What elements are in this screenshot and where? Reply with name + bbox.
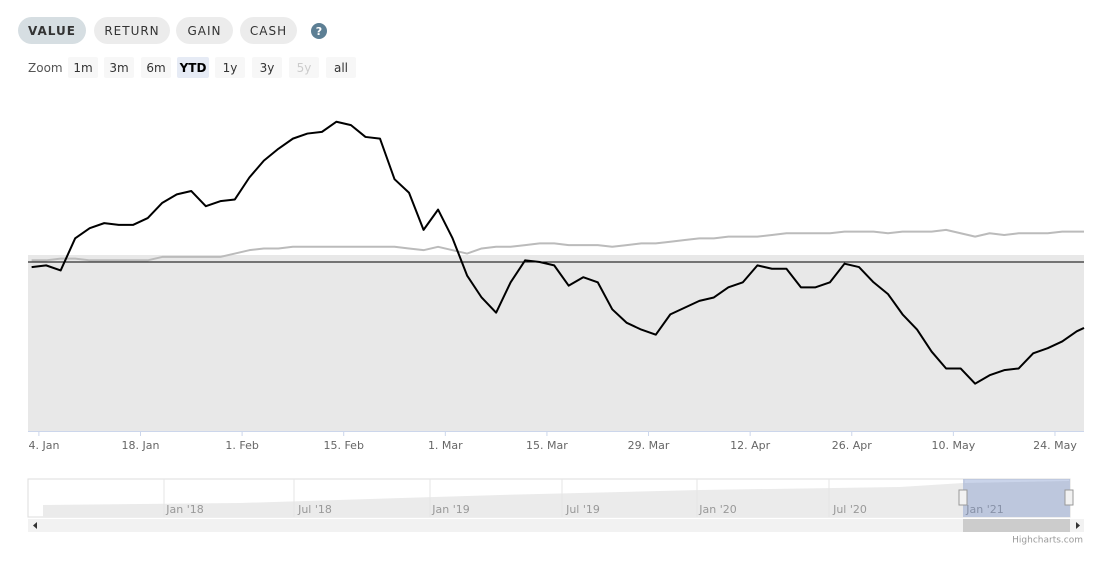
x-tick-label: 18. Jan (122, 439, 160, 452)
navigator-label: Jan '20 (698, 503, 736, 516)
range-button: 5y (289, 57, 319, 78)
navigator-selection (963, 479, 1070, 517)
tab-button[interactable]: VALUE (18, 17, 86, 44)
navigator-label: Jul '19 (565, 503, 600, 516)
x-tick-label: 24. May (1033, 439, 1077, 452)
range-button[interactable]: YTD (177, 57, 209, 78)
x-tick-label: 4. Jan (29, 439, 60, 452)
help-icon-text: ? (316, 25, 322, 38)
range-button[interactable]: all (326, 57, 356, 78)
navigator-label: Jul '18 (297, 503, 332, 516)
x-tick-label: 26. Apr (832, 439, 872, 452)
help-icon (311, 23, 327, 39)
navigator-label: Jan '19 (431, 503, 469, 516)
scroll-left (33, 522, 37, 529)
range-button[interactable]: 1m (68, 57, 98, 78)
tab-button[interactable]: GAIN (176, 17, 233, 44)
x-tick-label: 15. Feb (323, 439, 363, 452)
series-line (31, 120, 1085, 385)
plot-band (28, 255, 1084, 431)
tab-button[interactable]: RETURN (94, 17, 170, 44)
scroll-right (1076, 522, 1080, 529)
tab-button[interactable]: CASH (240, 17, 297, 44)
range-button[interactable]: 3m (104, 57, 134, 78)
scrollbar-track (28, 519, 1084, 532)
zoom-label: Zoom (28, 60, 63, 75)
navigator-handle (1064, 489, 1074, 506)
navigator-area (43, 481, 1070, 517)
range-button[interactable]: 1y (215, 57, 245, 78)
x-tick-label: 15. Mar (526, 439, 568, 452)
x-tick-label: 29. Mar (628, 439, 670, 452)
navigator-label: Jan '18 (165, 503, 203, 516)
x-tick-label: 1. Mar (428, 439, 463, 452)
scrollbar-thumb (963, 519, 1070, 532)
range-button[interactable]: 6m (141, 57, 171, 78)
x-tick-label: 12. Apr (730, 439, 770, 452)
range-button[interactable]: 3y (252, 57, 282, 78)
navigator-label: Jul '20 (832, 503, 867, 516)
series-line (31, 228, 1084, 262)
navigator-label: Jan '21 (965, 503, 1003, 516)
credit: Highcharts.com (1012, 536, 1083, 546)
x-tick-label: 10. May (931, 439, 975, 452)
navigator-handle (958, 489, 968, 506)
x-tick-label: 1. Feb (225, 439, 258, 452)
